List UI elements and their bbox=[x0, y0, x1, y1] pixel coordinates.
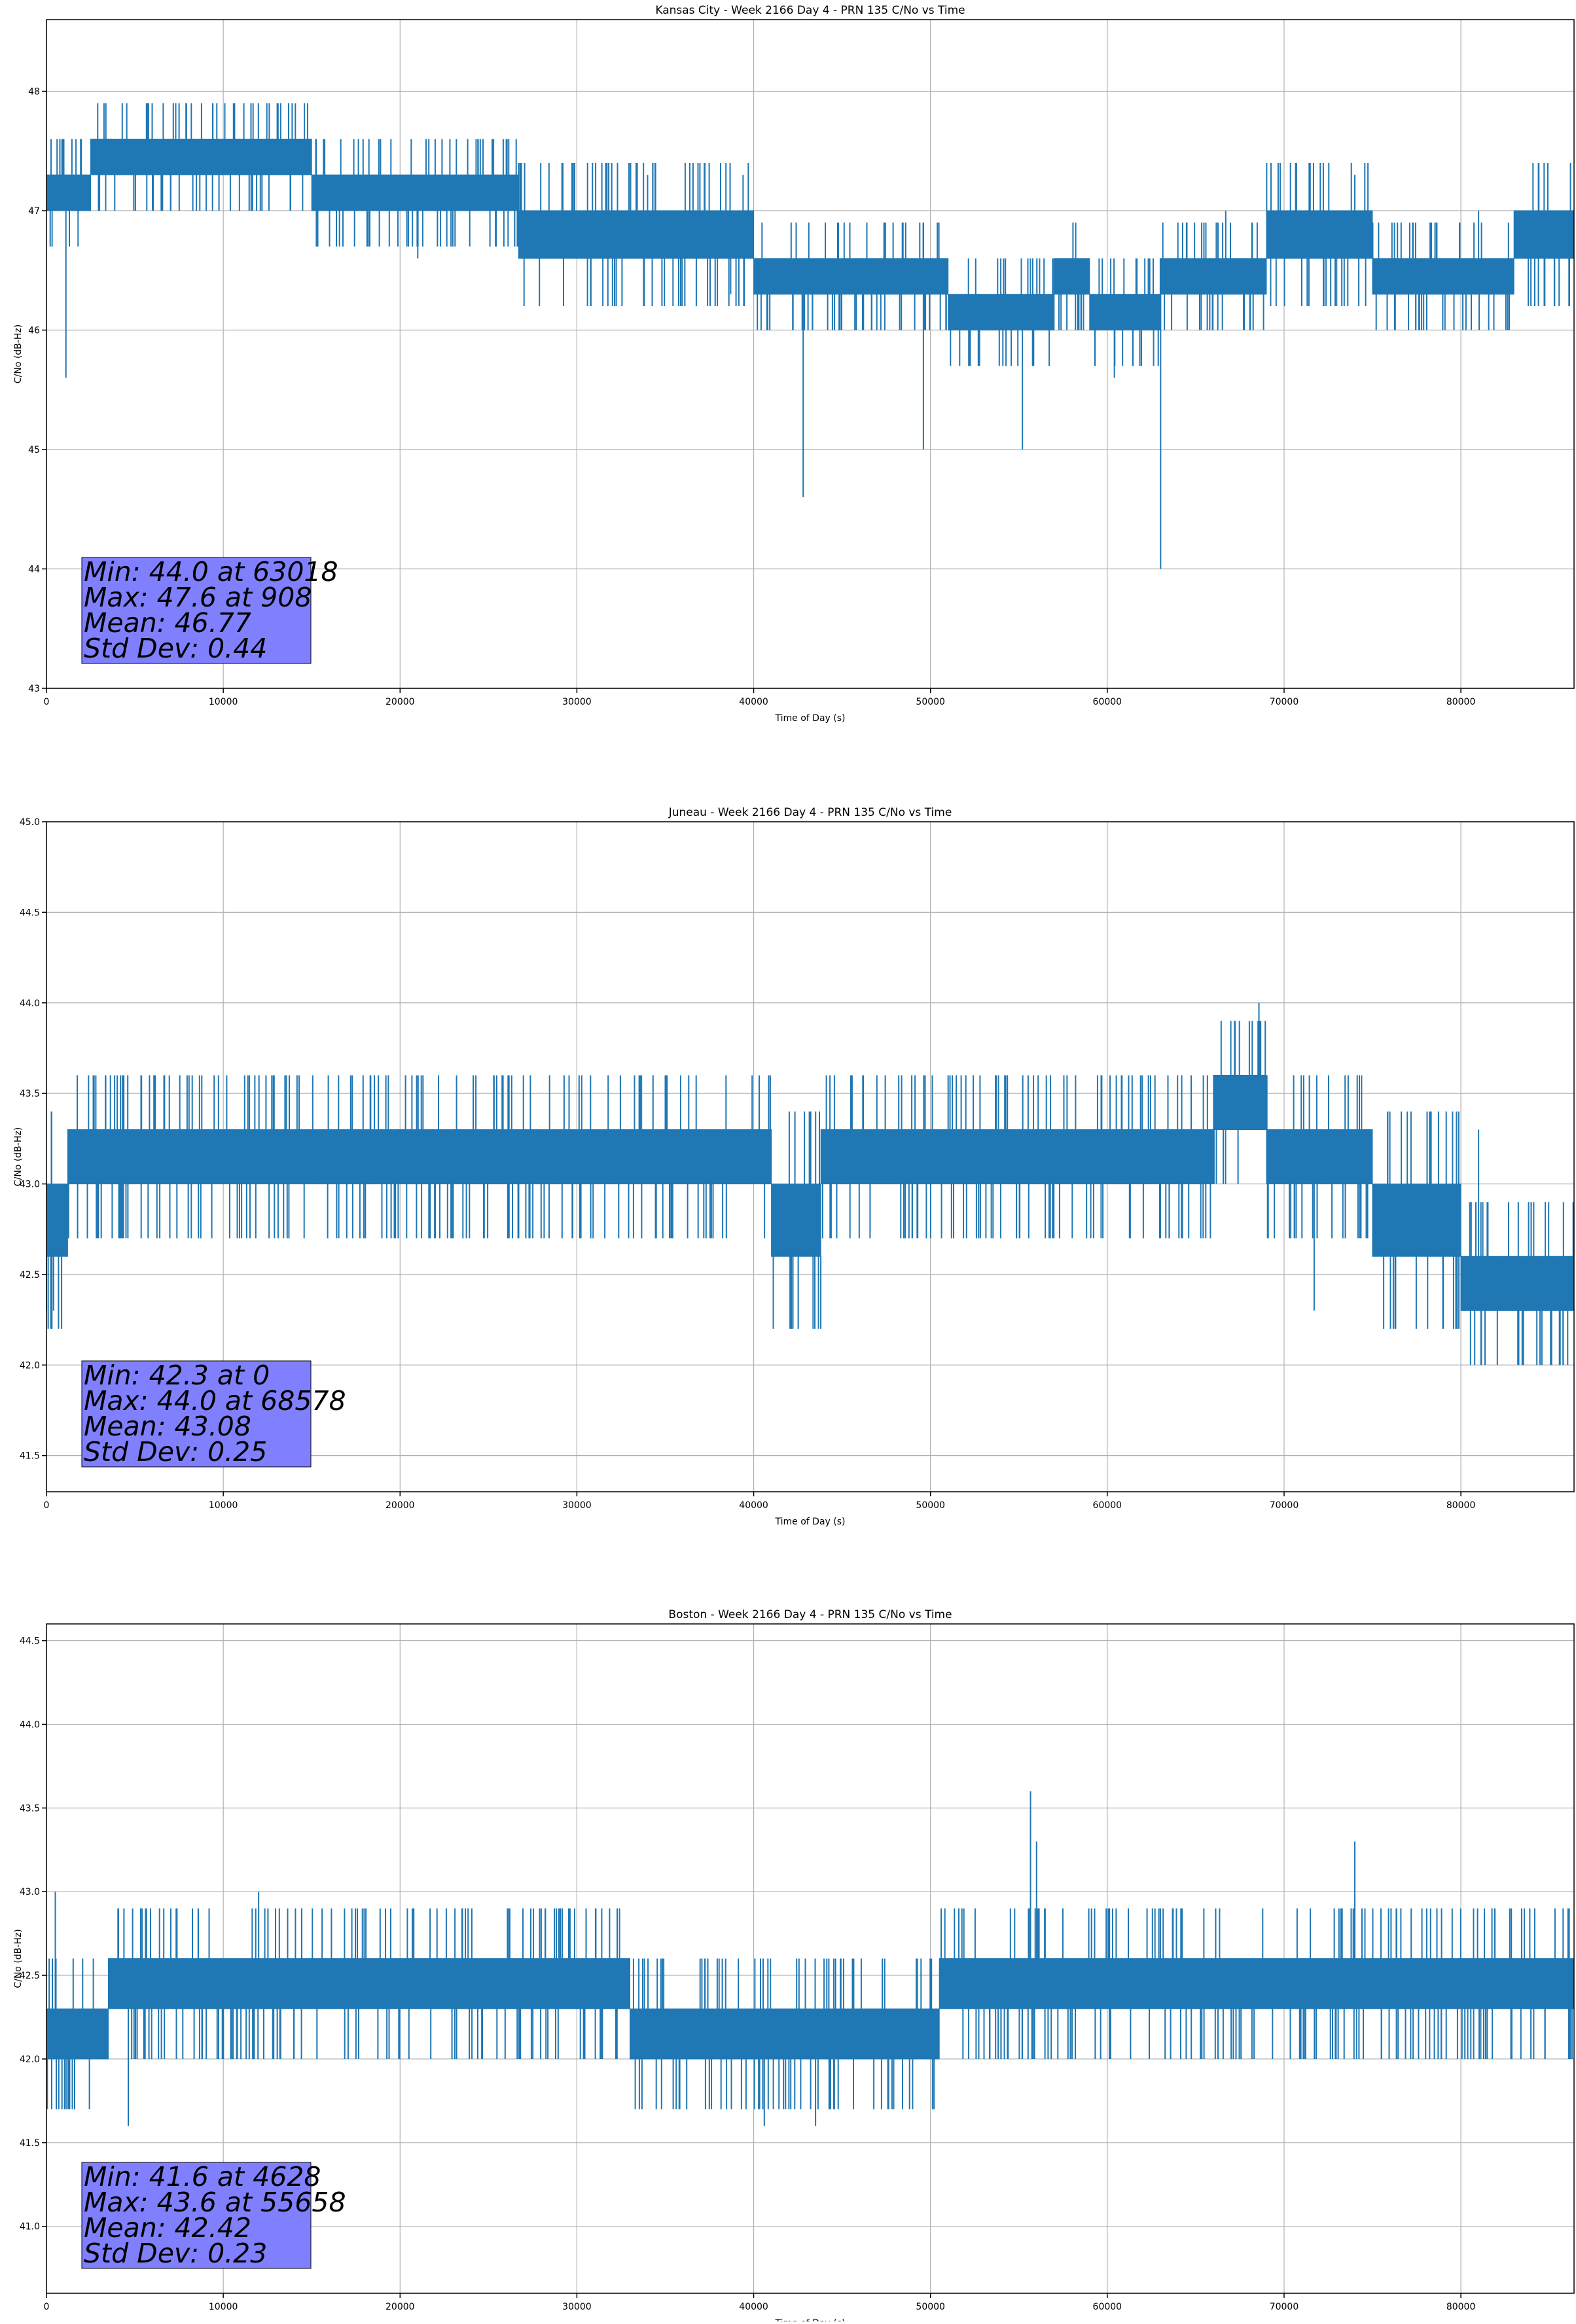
chart-panel-3: Boston - Week 2166 Day 4 - PRN 135 C/No … bbox=[13, 1608, 1575, 2324]
stats-line: Mean: 42.42 bbox=[84, 2212, 251, 2244]
plot-frame bbox=[46, 821, 1575, 1492]
stats-line: Min: 42.3 at 0 bbox=[84, 1360, 270, 1391]
x-tick-label: 30000 bbox=[562, 2302, 592, 2312]
y-tick-label: 41.0 bbox=[20, 2222, 40, 2232]
y-tick-label: 42.0 bbox=[20, 2054, 40, 2065]
chart-title: Boston - Week 2166 Day 4 - PRN 135 C/No … bbox=[668, 1608, 952, 1621]
stats-line: Std Dev: 0.25 bbox=[84, 1436, 267, 1468]
y-tick-label: 43.5 bbox=[20, 1089, 40, 1099]
x-tick-label: 20000 bbox=[385, 1500, 415, 1511]
y-tick-label: 41.5 bbox=[20, 2138, 40, 2149]
data-series bbox=[46, 1791, 1574, 2126]
y-tick-label: 44.5 bbox=[20, 907, 40, 918]
x-tick-label: 60000 bbox=[1093, 697, 1122, 707]
x-tick-label: 0 bbox=[44, 2302, 50, 2312]
data-series bbox=[46, 1002, 1574, 1365]
y-axis-label: C/No (dB-Hz) bbox=[13, 325, 24, 383]
y-tick-label: 44.0 bbox=[20, 998, 40, 1009]
x-tick-label: 40000 bbox=[739, 697, 768, 707]
x-tick-label: 60000 bbox=[1093, 1500, 1122, 1511]
y-tick-label: 48 bbox=[28, 87, 40, 97]
series-noise bbox=[47, 1021, 1574, 1365]
y-tick-label: 44 bbox=[28, 565, 40, 575]
stats-box bbox=[81, 557, 312, 664]
x-tick-label: 20000 bbox=[385, 2302, 415, 2312]
y-tick-label: 45.0 bbox=[20, 817, 40, 828]
series-band bbox=[46, 1958, 1574, 2060]
x-tick-label: 60000 bbox=[1093, 2302, 1122, 2312]
y-tick-label: 47 bbox=[28, 206, 40, 217]
y-tick-label: 42.5 bbox=[20, 1971, 40, 1981]
y-tick-label: 43.5 bbox=[20, 1803, 40, 1814]
plot-frame bbox=[46, 1623, 1575, 2294]
x-tick-label: 40000 bbox=[739, 1500, 768, 1511]
chart-panel-2: Juneau - Week 2166 Day 4 - PRN 135 C/No … bbox=[13, 806, 1575, 1527]
x-tick-label: 50000 bbox=[916, 2302, 945, 2312]
data-series bbox=[46, 103, 1574, 569]
y-tick-label: 43 bbox=[28, 684, 40, 694]
y-tick-label: 45 bbox=[28, 445, 40, 455]
x-tick-label: 80000 bbox=[1446, 2302, 1476, 2312]
stats-box bbox=[81, 1360, 312, 1468]
stats-line: Mean: 43.08 bbox=[84, 1411, 251, 1442]
chart-title: Kansas City - Week 2166 Day 4 - PRN 135 … bbox=[655, 4, 965, 17]
x-tick-label: 30000 bbox=[562, 1500, 592, 1511]
stats-line: Min: 44.0 at 63018 bbox=[84, 556, 338, 588]
stats-line: Max: 47.6 at 908 bbox=[84, 582, 312, 613]
x-tick-label: 50000 bbox=[916, 697, 945, 707]
stats-line: Mean: 46.77 bbox=[84, 607, 251, 639]
plot-frame bbox=[46, 19, 1575, 689]
x-tick-label: 70000 bbox=[1270, 1500, 1299, 1511]
x-tick-label: 70000 bbox=[1270, 697, 1299, 707]
y-tick-label: 43.0 bbox=[20, 1180, 40, 1190]
x-tick-label: 20000 bbox=[385, 697, 415, 707]
stats-line: Std Dev: 0.23 bbox=[84, 2238, 267, 2269]
series-noise bbox=[49, 103, 1571, 366]
stats-line: Max: 43.6 at 55658 bbox=[84, 2187, 346, 2218]
x-tick-label: 0 bbox=[44, 697, 50, 707]
x-tick-label: 0 bbox=[44, 1500, 50, 1511]
stats-box bbox=[81, 2162, 312, 2269]
x-axis-label: Time of Day (s) bbox=[775, 1517, 846, 1527]
y-tick-label: 42.5 bbox=[20, 1270, 40, 1280]
x-tick-label: 40000 bbox=[739, 2302, 768, 2312]
x-tick-label: 80000 bbox=[1446, 1500, 1476, 1511]
stats-line: Max: 44.0 at 68578 bbox=[84, 1385, 346, 1417]
x-axis-label: Time of Day (s) bbox=[775, 713, 846, 724]
series-band bbox=[46, 139, 1574, 330]
y-tick-label: 43.0 bbox=[20, 1887, 40, 1897]
y-axis-label: C/No (dB-Hz) bbox=[13, 1929, 24, 1988]
x-tick-label: 80000 bbox=[1446, 697, 1476, 707]
y-tick-label: 42.0 bbox=[20, 1360, 40, 1371]
y-axis-label: C/No (dB-Hz) bbox=[13, 1127, 24, 1186]
stats-line: Min: 41.6 at 4628 bbox=[84, 2161, 321, 2192]
y-tick-label: 44.5 bbox=[20, 1636, 40, 1647]
y-tick-label: 41.5 bbox=[20, 1451, 40, 1462]
stats-line: Std Dev: 0.44 bbox=[84, 633, 267, 664]
x-axis-label: Time of Day (s) bbox=[775, 2318, 846, 2321]
x-tick-label: 10000 bbox=[209, 1500, 238, 1511]
y-tick-label: 46 bbox=[28, 326, 40, 336]
x-tick-label: 30000 bbox=[562, 697, 592, 707]
series-noise bbox=[46, 1908, 1573, 2109]
chart-title: Juneau - Week 2166 Day 4 - PRN 135 C/No … bbox=[668, 806, 952, 819]
x-tick-label: 10000 bbox=[209, 697, 238, 707]
x-tick-label: 50000 bbox=[916, 1500, 945, 1511]
chart-panel-1: Kansas City - Week 2166 Day 4 - PRN 135 … bbox=[13, 4, 1575, 724]
x-tick-label: 10000 bbox=[209, 2302, 238, 2312]
x-tick-label: 70000 bbox=[1270, 2302, 1299, 2312]
y-tick-label: 44.0 bbox=[20, 1719, 40, 1730]
